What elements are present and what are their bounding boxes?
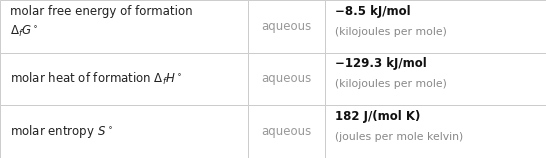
Bar (325, 53, 546, 105)
Text: molar entropy $S^\circ$: molar entropy $S^\circ$ (10, 123, 112, 140)
Text: (kilojoules per mole): (kilojoules per mole) (335, 79, 447, 89)
Text: aqueous: aqueous (262, 72, 312, 85)
Bar (248, 53, 325, 105)
Bar (0, 105, 248, 158)
Text: −129.3 kJ/mol: −129.3 kJ/mol (335, 57, 426, 70)
Bar (248, 105, 325, 158)
Text: (kilojoules per mole): (kilojoules per mole) (335, 27, 447, 37)
Bar (0, 53, 248, 105)
Text: (joules per mole kelvin): (joules per mole kelvin) (335, 132, 463, 142)
Text: $\Delta_f G^\circ$: $\Delta_f G^\circ$ (10, 24, 39, 39)
Text: molar free energy of formation: molar free energy of formation (10, 5, 192, 18)
Text: −8.5 kJ/mol: −8.5 kJ/mol (335, 5, 411, 18)
Text: aqueous: aqueous (262, 20, 312, 33)
Text: aqueous: aqueous (262, 125, 312, 138)
Text: molar heat of formation $\Delta_f H^\circ$: molar heat of formation $\Delta_f H^\cir… (10, 71, 182, 87)
Bar (325, 105, 546, 158)
Bar (248, 0, 325, 53)
Text: 182 J/(mol K): 182 J/(mol K) (335, 110, 420, 123)
Bar (0, 0, 248, 53)
Bar (325, 0, 546, 53)
